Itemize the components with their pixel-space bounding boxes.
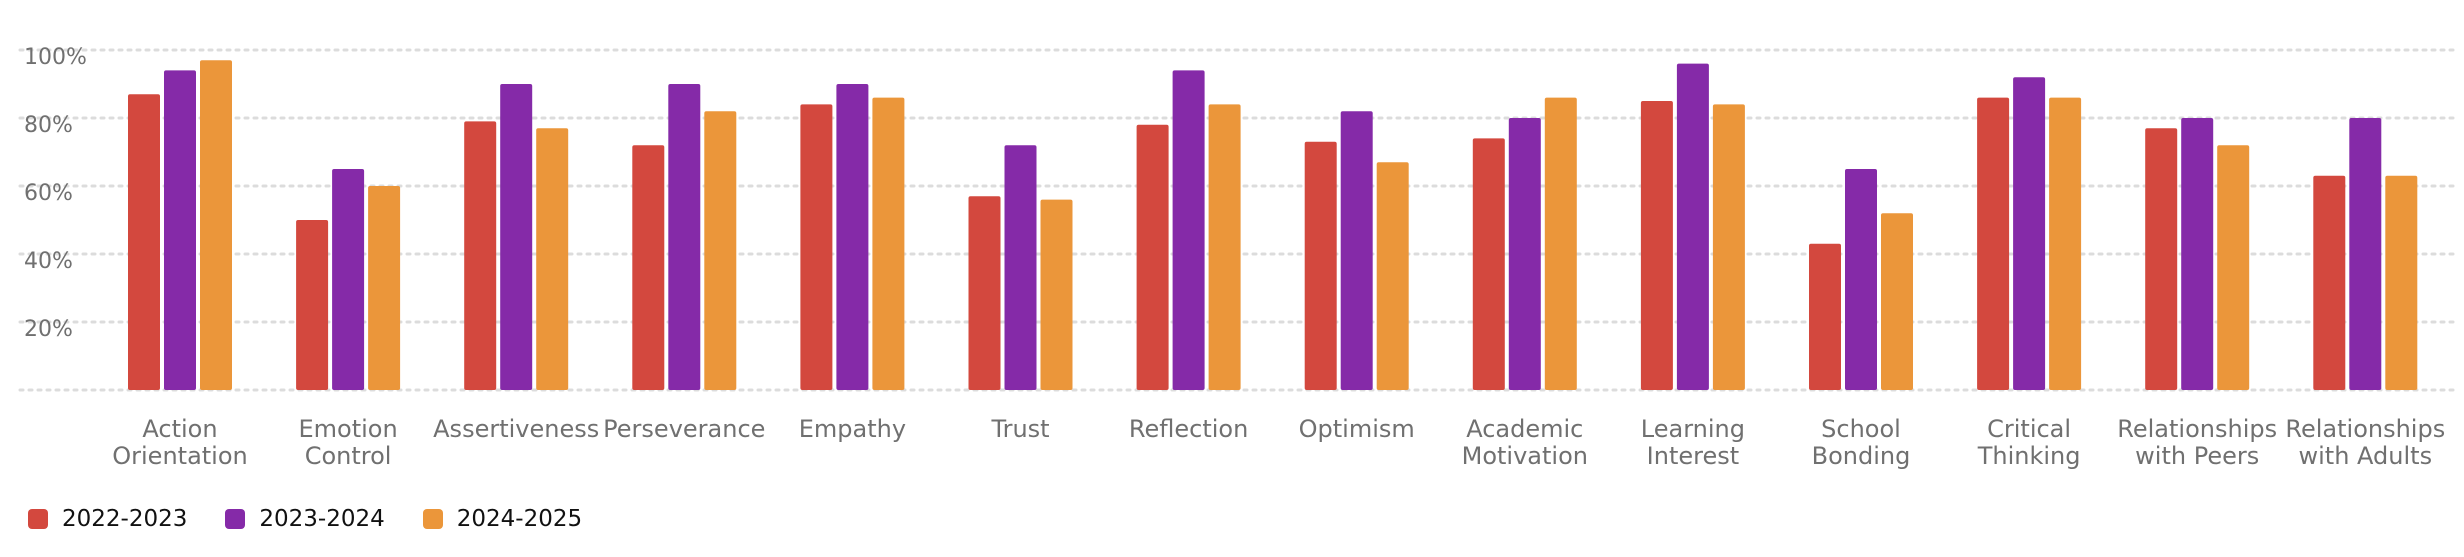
bar bbox=[2013, 77, 2046, 390]
x-tick-label: with Adults bbox=[2299, 442, 2433, 470]
bar bbox=[1136, 124, 1169, 391]
bar-group bbox=[968, 145, 1073, 390]
y-tick-label: 40% bbox=[24, 249, 73, 274]
bar-group bbox=[1809, 169, 1913, 390]
bar bbox=[2349, 118, 2382, 390]
legend-label: 2023-2024 bbox=[259, 506, 385, 532]
x-tick-label: School bbox=[1821, 415, 1901, 443]
bar bbox=[872, 97, 905, 390]
bar bbox=[1977, 97, 2010, 390]
y-tick-label: 60% bbox=[24, 181, 73, 206]
bar bbox=[1845, 169, 1877, 390]
bar bbox=[1508, 118, 1541, 390]
bar bbox=[2145, 128, 2178, 390]
bar bbox=[164, 70, 196, 391]
bar bbox=[1881, 213, 1913, 390]
x-tick-label: Control bbox=[305, 442, 392, 470]
bar bbox=[1376, 162, 1409, 390]
y-tick-label: 100% bbox=[24, 45, 87, 70]
bar bbox=[1809, 243, 1841, 390]
bar bbox=[500, 84, 533, 390]
bar-group bbox=[632, 84, 737, 390]
x-tick-label: Perseverance bbox=[603, 415, 765, 443]
bar bbox=[1004, 145, 1037, 390]
bar bbox=[1676, 63, 1709, 390]
bar bbox=[464, 121, 497, 391]
bar-group bbox=[2313, 118, 2418, 390]
legend-swatch bbox=[225, 509, 246, 529]
x-tick-label: Critical bbox=[1987, 415, 2071, 443]
bar bbox=[1640, 101, 1673, 390]
x-tick-label: Empathy bbox=[799, 415, 906, 443]
x-tick-label: Motivation bbox=[1462, 442, 1588, 470]
legend-label: 2022-2023 bbox=[62, 506, 188, 532]
chart-legend: 2022-2023 2023-2024 2024-2025 bbox=[28, 506, 582, 532]
bar-group bbox=[2145, 118, 2250, 390]
x-tick-label: Learning bbox=[1641, 415, 1745, 443]
legend-item-2024-2025[interactable]: 2024-2025 bbox=[422, 506, 583, 532]
x-tick-label: Optimism bbox=[1299, 415, 1415, 443]
legend-label: 2024-2025 bbox=[456, 506, 583, 532]
x-tick-label: Emotion bbox=[298, 415, 397, 443]
legend-item-2023-2024[interactable]: 2023-2024 bbox=[225, 506, 385, 532]
x-tick-label: Academic bbox=[1466, 415, 1583, 443]
bar bbox=[296, 220, 329, 390]
x-tick-label: Trust bbox=[990, 415, 1049, 443]
y-tick-label: 80% bbox=[24, 113, 73, 138]
x-tick-label: Action bbox=[142, 415, 217, 443]
bar bbox=[2217, 145, 2250, 390]
y-tick-label: 20% bbox=[24, 317, 73, 342]
bar bbox=[2313, 175, 2346, 390]
legend-swatch bbox=[422, 509, 443, 529]
bar bbox=[2385, 175, 2418, 390]
bar bbox=[1340, 111, 1373, 390]
bar-group bbox=[1640, 63, 1745, 391]
x-tick-label: Interest bbox=[1647, 442, 1739, 470]
bar bbox=[536, 128, 569, 390]
bar bbox=[704, 111, 737, 390]
bar bbox=[1304, 141, 1337, 390]
bar bbox=[1040, 199, 1073, 390]
x-tick-label: Relationships bbox=[2285, 415, 2445, 443]
bar-group bbox=[1977, 77, 2082, 390]
bar bbox=[1472, 138, 1505, 390]
bar bbox=[332, 169, 365, 390]
bar bbox=[1712, 104, 1745, 391]
bar bbox=[2049, 97, 2082, 390]
bar bbox=[368, 186, 401, 390]
x-tick-label: Relationships bbox=[2117, 415, 2277, 443]
bar bbox=[1208, 104, 1241, 391]
x-tick-label: Bonding bbox=[1812, 442, 1911, 470]
bar bbox=[128, 94, 160, 390]
bar bbox=[1172, 70, 1205, 391]
bar bbox=[668, 84, 701, 390]
bar bbox=[632, 145, 665, 390]
bar-group bbox=[128, 60, 232, 391]
x-tick-label: Assertiveness bbox=[433, 415, 599, 443]
bar bbox=[200, 60, 232, 390]
x-tick-label: with Peers bbox=[2135, 442, 2259, 470]
bar-group bbox=[464, 84, 569, 391]
x-tick-label: Thinking bbox=[1977, 442, 2081, 470]
bar bbox=[1544, 97, 1577, 390]
bar bbox=[968, 196, 1001, 390]
bar-group bbox=[296, 169, 401, 390]
bar bbox=[836, 84, 869, 390]
bar-group bbox=[1472, 97, 1577, 390]
x-tick-label: Reflection bbox=[1129, 415, 1248, 443]
bar-group bbox=[800, 84, 905, 391]
x-tick-label: Orientation bbox=[112, 442, 248, 470]
bar bbox=[2181, 118, 2214, 390]
bar-group bbox=[1304, 111, 1409, 390]
legend-swatch bbox=[28, 509, 48, 529]
legend-item-2022-2023[interactable]: 2022-2023 bbox=[28, 506, 187, 532]
bar-group bbox=[1136, 70, 1241, 391]
bar bbox=[800, 104, 833, 391]
